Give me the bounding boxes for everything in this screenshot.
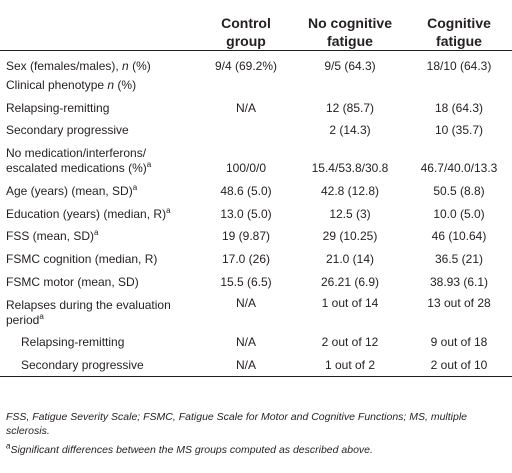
demographics-table: Control group No cognitive fatigue Cogniti… bbox=[0, 0, 512, 377]
row-label: Education (years) (median, R)a bbox=[6, 205, 171, 221]
cell-control: 48.6 (5.0) bbox=[220, 183, 272, 198]
row-clinical-phenotype: Clinical phenotype n (%) bbox=[0, 74, 512, 97]
cell-control: 13.0 (5.0) bbox=[220, 206, 272, 221]
cell-cog: 2 out of 10 bbox=[430, 357, 488, 372]
cell-control: N/A bbox=[235, 100, 256, 115]
abbreviation-note: FSS, Fatigue Severity Scale; FSMC, Fatig… bbox=[6, 411, 468, 437]
cell-cog: 50.5 (8.8) bbox=[433, 183, 485, 198]
cell-no-cog: 21.0 (14) bbox=[325, 251, 375, 266]
row-label: FSMC motor (mean, SD) bbox=[6, 274, 139, 289]
cell-no-cog: 2 out of 12 bbox=[321, 335, 379, 350]
table-header-row: Control group No cognitive fatigue Cogniti… bbox=[0, 0, 512, 51]
row-fsmc-cognition: FSMC cognition (median, R) 17.0 (26) 21.… bbox=[0, 248, 512, 271]
cell-control bbox=[198, 119, 294, 142]
row-label: Relapses during the evaluation perioda bbox=[6, 297, 171, 327]
row-label: Secondary progressive bbox=[21, 357, 144, 372]
cell-control: 9/4 (69.2%) bbox=[214, 59, 278, 73]
cell-cog: 46 (10.64) bbox=[431, 229, 487, 244]
header-control-group: Control group bbox=[221, 15, 271, 49]
cell-cog: 13 out of 28 bbox=[427, 295, 491, 310]
row-label: Relapsing-remitting bbox=[6, 100, 110, 115]
cell-no-cog bbox=[294, 74, 406, 97]
row-fss: FSS (mean, SD)a 19 (9.87) 29 (10.25) 46 … bbox=[0, 225, 512, 248]
cell-cog: 38.93 (6.1) bbox=[429, 274, 489, 289]
row-label: FSS (mean, SD)a bbox=[6, 228, 99, 244]
row-sex: Sex (females/males), n (%) 9/4 (69.2%) 9… bbox=[0, 51, 512, 75]
row-secondary-progressive: Secondary progressive 2 (14.3) 10 (35.7) bbox=[0, 119, 512, 142]
significance-note: aSignificant differences between the MS … bbox=[6, 441, 373, 456]
cell-cog: 10.0 (5.0) bbox=[433, 206, 485, 221]
cell-control: N/A bbox=[235, 357, 256, 372]
row-relapsing-remitting: Relapsing-remitting N/A 12 (85.7) 18 (64… bbox=[0, 97, 512, 120]
cell-no-cog: 1 out of 2 bbox=[324, 357, 376, 372]
cell-control: 19 (9.87) bbox=[221, 229, 271, 244]
cell-control bbox=[198, 74, 294, 97]
cell-no-cog: 2 (14.3) bbox=[329, 123, 371, 138]
row-label: Relapsing-remitting bbox=[21, 335, 125, 350]
header-no-cognitive-fatigue: No cognitive fatigue bbox=[307, 15, 392, 49]
cell-control: 17.0 (26) bbox=[221, 251, 271, 266]
cell-cog: 36.5 (21) bbox=[434, 251, 484, 266]
cell-control: 15.5 (6.5) bbox=[220, 274, 272, 289]
cell-cog: 18/10 (64.3) bbox=[426, 59, 492, 73]
row-label: Clinical phenotype n (%) bbox=[6, 77, 137, 92]
cell-no-cog: 12.5 (3) bbox=[329, 206, 371, 221]
cell-no-cog: 15.4/53.8/30.8 bbox=[311, 161, 389, 176]
row-label: Age (years) (mean, SD)a bbox=[6, 182, 138, 198]
cell-no-cog: 29 (10.25) bbox=[322, 229, 378, 244]
row-age: Age (years) (mean, SD)a 48.6 (5.0) 42.8 … bbox=[0, 180, 512, 203]
row-label: No medication/interferons/escalated medi… bbox=[6, 146, 152, 176]
table-footnotes: FSS, Fatigue Severity Scale; FSMC, Fatig… bbox=[6, 410, 506, 462]
row-label: Secondary progressive bbox=[6, 123, 129, 138]
cell-no-cog: 9/5 (64.3) bbox=[324, 59, 376, 73]
cell-cog bbox=[406, 74, 512, 97]
header-cell-empty bbox=[0, 0, 198, 51]
row-label: Sex (females/males), n (%) bbox=[6, 59, 151, 73]
cell-control: N/A bbox=[235, 295, 256, 310]
header-cognitive-fatigue: Cognitive fatigue bbox=[427, 15, 491, 49]
cell-control: 100/0/0 bbox=[225, 161, 267, 176]
cell-control: N/A bbox=[235, 335, 256, 350]
row-label: FSMC cognition (median, R) bbox=[6, 251, 158, 266]
row-education: Education (years) (median, R)a 13.0 (5.0… bbox=[0, 203, 512, 226]
row-relapses-secondary-progressive: Secondary progressive N/A 1 out of 2 2 o… bbox=[0, 354, 512, 377]
cell-no-cog: 42.8 (12.8) bbox=[320, 183, 380, 198]
cell-no-cog: 26.21 (6.9) bbox=[320, 274, 380, 289]
cell-no-cog: 12 (85.7) bbox=[325, 100, 375, 115]
cell-cog: 18 (64.3) bbox=[434, 100, 484, 115]
cell-cog: 10 (35.7) bbox=[434, 123, 484, 138]
row-medications: No medication/interferons/escalated medi… bbox=[0, 142, 512, 180]
cell-cog: 9 out of 18 bbox=[430, 335, 488, 350]
row-relapses-relapsing-remitting: Relapsing-remitting N/A 2 out of 12 9 ou… bbox=[0, 332, 512, 355]
cell-cog: 46.7/40.0/13.3 bbox=[420, 161, 498, 176]
row-fsmc-motor: FSMC motor (mean, SD) 15.5 (6.5) 26.21 (… bbox=[0, 271, 512, 294]
cell-no-cog: 1 out of 14 bbox=[321, 295, 379, 310]
row-relapses: Relapses during the evaluation perioda N/… bbox=[0, 294, 512, 332]
